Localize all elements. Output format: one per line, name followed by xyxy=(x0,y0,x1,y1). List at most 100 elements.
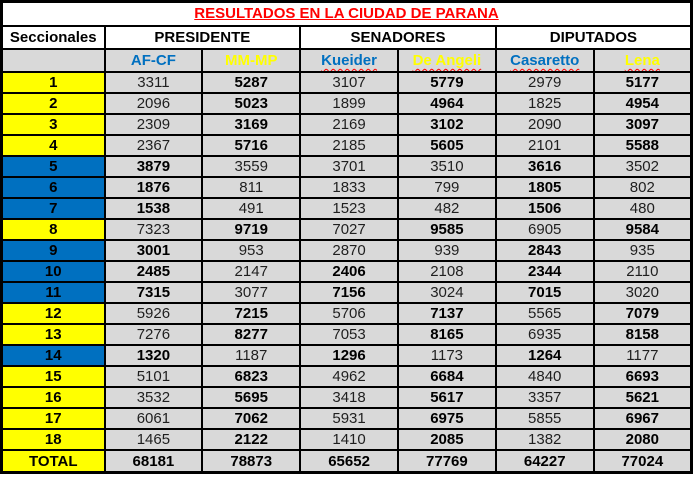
result-cell: 5605 xyxy=(396,134,497,157)
table-row: 9 3001 953 2870 939 2843 935 xyxy=(0,239,693,262)
result-cell: 6975 xyxy=(396,407,497,430)
seccional-cell: 4 xyxy=(0,134,106,157)
result-cell: 7215 xyxy=(201,302,302,325)
result-cell: 3357 xyxy=(494,386,595,409)
result-cell: 6967 xyxy=(592,407,693,430)
result-cell: 2108 xyxy=(396,260,497,283)
result-cell: 2843 xyxy=(494,239,595,262)
result-cell: 2309 xyxy=(103,113,204,136)
result-cell: 6693 xyxy=(592,365,693,388)
result-cell: 6061 xyxy=(103,407,204,430)
result-cell: 811 xyxy=(201,176,302,199)
table-row: 16 3532 5695 3418 5617 3357 5621 xyxy=(0,386,693,409)
result-cell: 2406 xyxy=(299,260,399,283)
table-row: 1 3311 5287 3107 5779 2979 5177 xyxy=(0,71,693,94)
result-cell: 3559 xyxy=(201,155,302,178)
table-row: 14 1320 1187 1296 1173 1264 1177 xyxy=(0,344,693,367)
result-cell: 6684 xyxy=(396,365,497,388)
result-cell: 3107 xyxy=(299,71,399,94)
group-header-presidente: PRESIDENTE xyxy=(103,25,302,50)
seccional-cell: 8 xyxy=(0,218,106,241)
seccional-cell: 2 xyxy=(0,92,106,115)
result-cell: 5716 xyxy=(201,134,302,157)
result-cell: 482 xyxy=(396,197,497,220)
result-cell: 5779 xyxy=(396,71,497,94)
table-row: 8 7323 9719 7027 9585 6905 9584 xyxy=(0,218,693,241)
result-cell: 7156 xyxy=(299,281,399,304)
candidate-header: Casaretto xyxy=(494,48,595,73)
result-cell: 1177 xyxy=(592,344,693,367)
seccional-cell: 3 xyxy=(0,113,106,136)
seccional-cell: 6 xyxy=(0,176,106,199)
result-cell: 7053 xyxy=(299,323,399,346)
seccional-cell: 1 xyxy=(0,71,106,94)
result-cell: 3024 xyxy=(396,281,497,304)
total-row: TOTAL 68181 78873 65652 77769 64227 77024 xyxy=(0,449,693,474)
table-row: 7 1538 491 1523 482 1506 480 xyxy=(0,197,693,220)
result-cell: 1506 xyxy=(494,197,595,220)
result-cell: 1523 xyxy=(299,197,399,220)
result-cell: 939 xyxy=(396,239,497,262)
result-cell: 6905 xyxy=(494,218,595,241)
result-cell: 2101 xyxy=(494,134,595,157)
result-cell: 1187 xyxy=(201,344,302,367)
result-cell: 2367 xyxy=(103,134,204,157)
result-cell: 7323 xyxy=(103,218,204,241)
page-title: RESULTADOS EN LA CIUDAD DE PARANA xyxy=(194,5,499,22)
result-cell: 7062 xyxy=(201,407,302,430)
result-cell: 3701 xyxy=(299,155,399,178)
result-cell: 2344 xyxy=(494,260,595,283)
table-row: 6 1876 811 1833 799 1805 802 xyxy=(0,176,693,199)
candidate-header: AF-CF xyxy=(103,48,204,73)
seccional-cell: 7 xyxy=(0,197,106,220)
result-cell: 1264 xyxy=(494,344,595,367)
result-cell: 1465 xyxy=(103,428,204,451)
result-cell: 4954 xyxy=(592,92,693,115)
result-cell: 799 xyxy=(396,176,497,199)
result-cell: 1833 xyxy=(299,176,399,199)
result-cell: 935 xyxy=(592,239,693,262)
result-cell: 480 xyxy=(592,197,693,220)
result-cell: 1320 xyxy=(103,344,204,367)
result-cell: 3001 xyxy=(103,239,204,262)
result-cell: 2979 xyxy=(494,71,595,94)
result-cell: 2080 xyxy=(592,428,693,451)
result-cell: 5621 xyxy=(592,386,693,409)
result-cell: 2870 xyxy=(299,239,399,262)
result-cell: 6935 xyxy=(494,323,595,346)
result-cell: 953 xyxy=(201,239,302,262)
seccional-cell: 12 xyxy=(0,302,106,325)
result-cell: 8165 xyxy=(396,323,497,346)
result-cell: 802 xyxy=(592,176,693,199)
result-cell: 8158 xyxy=(592,323,693,346)
result-cell: 8277 xyxy=(201,323,302,346)
candidate-header: Lena xyxy=(592,48,693,73)
result-cell: 5617 xyxy=(396,386,497,409)
table-row: 12 5926 7215 5706 7137 5565 7079 xyxy=(0,302,693,325)
result-cell: 5588 xyxy=(592,134,693,157)
result-cell: 5706 xyxy=(299,302,399,325)
table-row: 11 7315 3077 7156 3024 7015 3020 xyxy=(0,281,693,304)
result-cell: 3616 xyxy=(494,155,595,178)
title-cell: RESULTADOS EN LA CIUDAD DE PARANA xyxy=(0,0,693,27)
result-cell: 3077 xyxy=(201,281,302,304)
result-cell: 4964 xyxy=(396,92,497,115)
results-table: RESULTADOS EN LA CIUDAD DE PARANA Seccio… xyxy=(0,0,693,474)
result-cell: 5101 xyxy=(103,365,204,388)
seccional-cell: 5 xyxy=(0,155,106,178)
result-cell: 5695 xyxy=(201,386,302,409)
result-cell: 3311 xyxy=(103,71,204,94)
result-cell: 5287 xyxy=(201,71,302,94)
result-cell: 78873 xyxy=(201,449,302,474)
result-cell: 5855 xyxy=(494,407,595,430)
total-label-cell: TOTAL xyxy=(0,449,106,474)
result-cell: 2485 xyxy=(103,260,204,283)
result-cell: 7137 xyxy=(396,302,497,325)
group-header-diputados: DIPUTADOS xyxy=(494,25,693,50)
group-header-senadores: SENADORES xyxy=(299,25,497,50)
result-cell: 3879 xyxy=(103,155,204,178)
result-cell: 1410 xyxy=(299,428,399,451)
result-cell: 6823 xyxy=(201,365,302,388)
result-cell: 1382 xyxy=(494,428,595,451)
seccional-cell: 10 xyxy=(0,260,106,283)
